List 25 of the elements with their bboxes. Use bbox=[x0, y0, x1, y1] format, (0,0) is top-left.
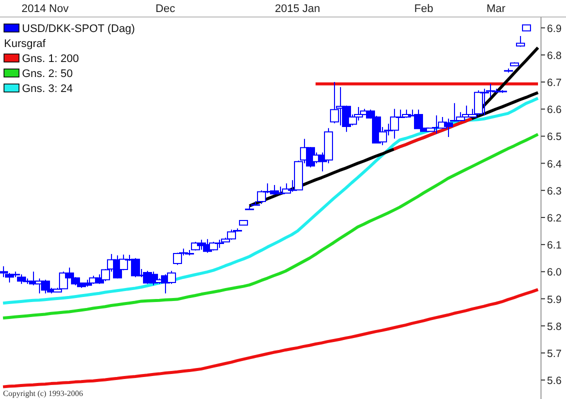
y-tick-label: 6.7 bbox=[547, 77, 562, 90]
y-tick-label: 6.4 bbox=[547, 158, 562, 170]
x-tick-label: Dec bbox=[156, 3, 176, 15]
legend-label: Gns. 3: 24 bbox=[22, 83, 73, 95]
annotation: Copyright (c) 1993-2006 bbox=[3, 389, 83, 398]
y-tick-label: 6.3 bbox=[547, 185, 562, 198]
legend-label: Gns. 1: 200 bbox=[22, 53, 79, 65]
y-tick-label: 6.5 bbox=[547, 131, 562, 144]
y-tick-label: 6.9 bbox=[547, 22, 562, 35]
y-tick-label: 6.8 bbox=[547, 50, 562, 62]
y-tick-label: 5.9 bbox=[547, 294, 562, 306]
x-tick-label: Mar bbox=[486, 3, 506, 15]
y-tick-label: 6.0 bbox=[547, 266, 562, 279]
y-tick-label: 6.6 bbox=[547, 104, 562, 116]
y-tick-label: 5.6 bbox=[547, 375, 562, 388]
x-tick-label: Feb bbox=[414, 3, 434, 15]
y-tick-label: 6.1 bbox=[547, 240, 562, 252]
legend-title: Kursgraf bbox=[4, 38, 47, 50]
y-tick-label: 6.2 bbox=[547, 212, 562, 224]
y-tick-label: 5.7 bbox=[547, 348, 562, 360]
x-tick-label: 2015 Jan bbox=[274, 3, 320, 15]
legend-label: USD/DKK-SPOT (Dag) bbox=[22, 23, 135, 35]
legend-label: Gns. 2: 50 bbox=[22, 68, 73, 80]
y-tick-label: 5.8 bbox=[547, 320, 562, 333]
x-tick-label: 2014 Nov bbox=[22, 3, 70, 15]
